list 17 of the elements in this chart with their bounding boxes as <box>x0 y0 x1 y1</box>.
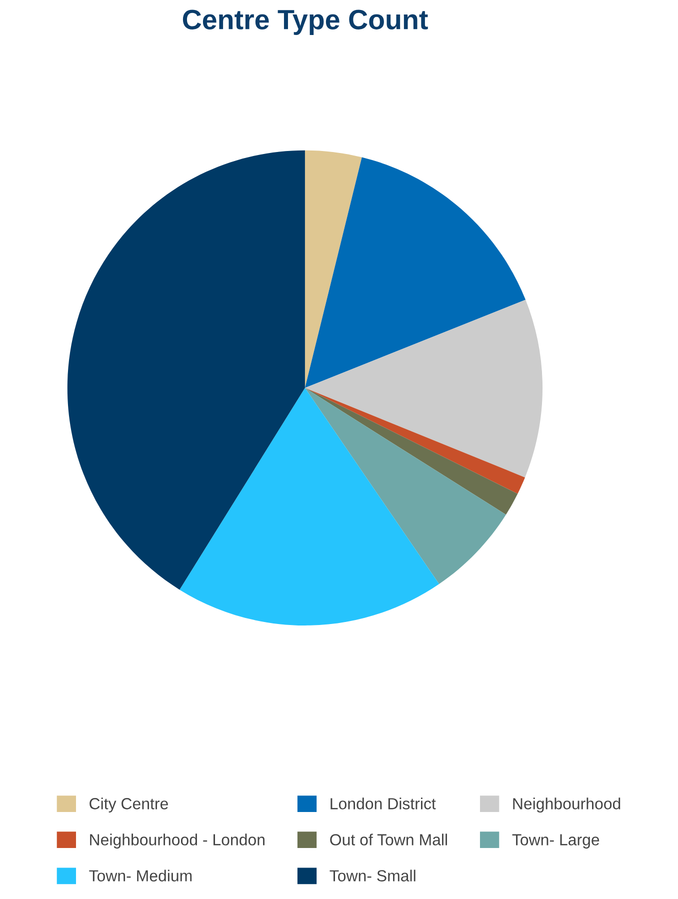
legend-label: Out of Town Mall <box>330 834 447 846</box>
pie-slice <box>180 388 440 626</box>
pie-slice <box>304 388 518 515</box>
legend-label: City Centre <box>90 798 168 813</box>
pie-slice <box>304 388 506 584</box>
pie-slice <box>304 388 526 494</box>
legend-label: Neighbourhood - London <box>90 834 264 849</box>
pie-slice <box>67 150 305 590</box>
pie-slice <box>304 300 543 478</box>
legend-label: Neighbourhood <box>513 798 620 813</box>
legend-label: Town- Medium <box>89 870 192 882</box>
legend-label: London District <box>330 798 436 810</box>
pie-slice <box>304 157 526 388</box>
pie-slice <box>304 150 362 388</box>
chart-title: Centre Type Count <box>182 10 428 35</box>
legend-label: Town- Small <box>330 870 416 882</box>
legend-label: Town- Large <box>512 834 600 849</box>
